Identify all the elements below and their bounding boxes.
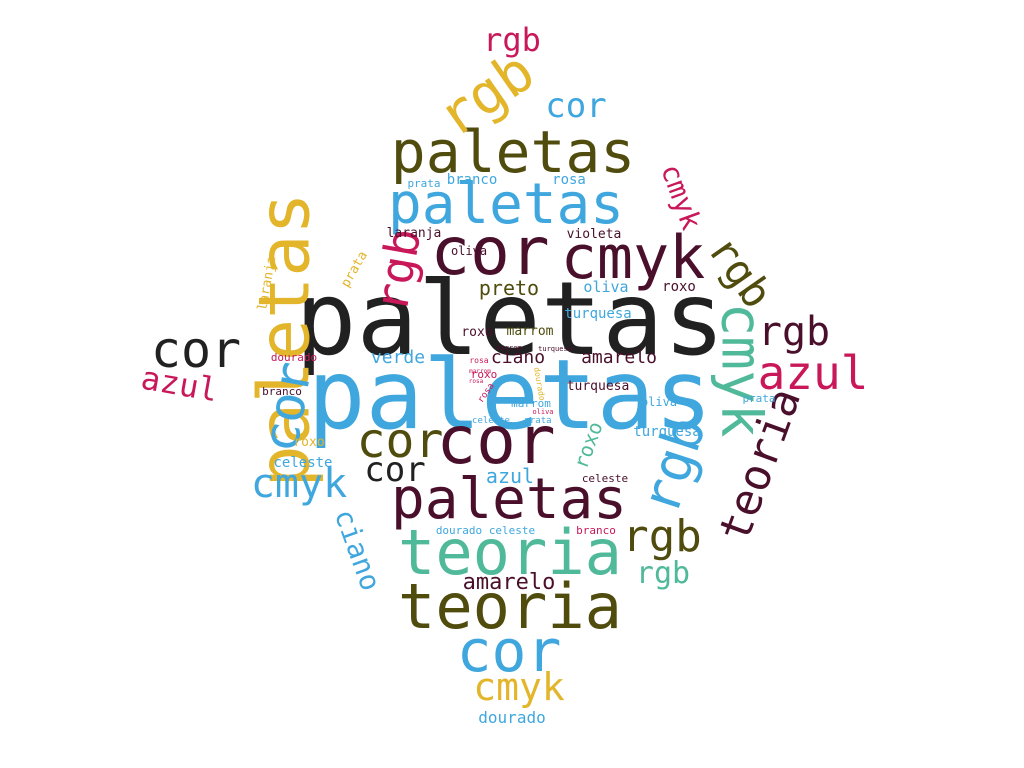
cloud-word: turquesa (538, 344, 572, 353)
cloud-word: paletas (390, 118, 636, 186)
cloud-word: turquesa (564, 306, 632, 322)
cloud-word: celeste (581, 471, 629, 485)
cloud-word: celeste (472, 415, 510, 426)
cloud-word: branco (262, 384, 302, 398)
cloud-word: turquesa (633, 424, 701, 440)
cloud-word: teoria (398, 570, 622, 643)
cloud-word: cor (430, 213, 550, 290)
cloud-word: ciano (327, 504, 388, 596)
cloud-word: cor (364, 450, 426, 490)
cloud-word: paletas (390, 467, 627, 532)
cloud-word: dourado (270, 350, 318, 364)
cloud-word: rgb (635, 556, 691, 591)
cloud-word: violeta (566, 226, 622, 242)
cloud-word: rgb (622, 511, 702, 562)
cloud-word: roxo (293, 434, 325, 450)
cloud-word: roxo (461, 324, 493, 340)
cloud-word: azul (485, 464, 535, 488)
cloud-word: rgb (483, 21, 541, 59)
cloud-word: oliva (532, 407, 554, 416)
cloud-word: branco (446, 172, 498, 188)
cloud-word: verde (370, 347, 426, 368)
cloud-word: paletas (295, 260, 725, 379)
cloud-word: turquesa (566, 378, 630, 394)
cloud-word: cor (545, 86, 607, 126)
cloud-word: branco (576, 523, 616, 537)
cloud-word: ciano (490, 347, 546, 368)
cloud-word: oliva (450, 244, 488, 258)
cloud-word: marrom (469, 368, 491, 375)
cloud-word: prata (742, 391, 776, 405)
cloud-word: cor (356, 413, 444, 469)
cloud-word: rosa (468, 378, 484, 385)
cloud-word: marrom (496, 343, 522, 352)
cloud-word: paletas (387, 172, 624, 237)
cloud-word: teoria (398, 516, 622, 589)
cloud-word: marrom (506, 323, 554, 339)
cloud-word: prata (524, 415, 552, 426)
cloud-word: marrom (511, 396, 551, 410)
cloud-word: azul (757, 346, 869, 400)
cloud-word: cor (436, 402, 556, 479)
cloud-word: roxo (470, 367, 498, 381)
cloud-word: celeste (273, 455, 333, 471)
cloud-word: rosa (552, 172, 586, 188)
cloud-word: rosa (469, 356, 489, 365)
cloud-word: prata (407, 176, 441, 190)
cloud-word: laranja (386, 225, 442, 241)
cloud-word: cmyk (473, 665, 565, 709)
cloud-word: cmyk (560, 223, 706, 293)
cloud-word: cmyk (250, 461, 348, 507)
cloud-word: dourado (478, 708, 546, 727)
cloud-word: dourado (435, 523, 483, 537)
cloud-word: celeste (488, 523, 536, 537)
cloud-word: cor (456, 617, 562, 685)
cloud-word: preto (478, 276, 540, 300)
cloud-word: rgb (757, 309, 831, 355)
cloud-word: paletas (307, 339, 713, 451)
cloud-word: cor (150, 321, 242, 379)
cloud-word: oliva (640, 395, 678, 409)
cloud-word: amarelo (462, 570, 556, 595)
cloud-word: amarelo (581, 347, 657, 368)
cloud-word: roxo (662, 279, 696, 295)
cloud-word: oliva (583, 277, 629, 296)
